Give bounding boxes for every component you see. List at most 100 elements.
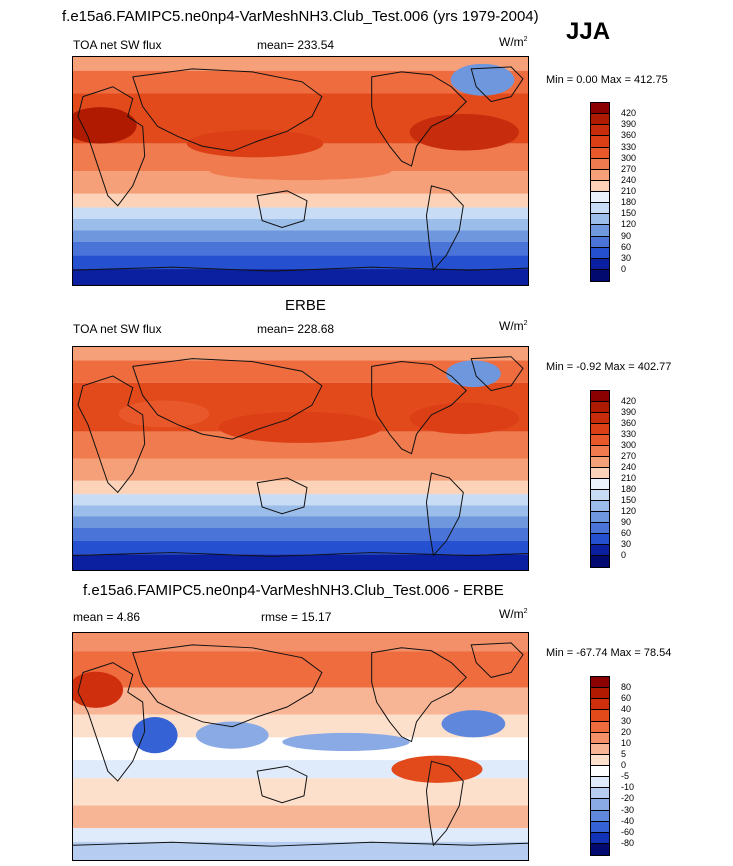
contour-band — [73, 633, 528, 652]
colorbar-swatch — [591, 721, 609, 733]
coastline — [425, 472, 464, 557]
colorbar-swatch — [591, 413, 609, 424]
colorbar-swatch — [591, 490, 609, 501]
colorbar-tick-label: 180 — [621, 197, 637, 208]
coastline — [371, 71, 467, 167]
panel3-colorbar — [590, 676, 610, 856]
colorbar-swatch — [591, 402, 609, 413]
contour-band — [73, 541, 528, 555]
contour-region — [441, 710, 506, 738]
colorbar-swatch — [591, 269, 609, 281]
coastline — [425, 185, 464, 272]
panel2-minmax: Min = -0.92 Max = 402.77 — [546, 361, 672, 373]
colorbar-swatch — [591, 136, 609, 148]
contour-band — [73, 57, 528, 71]
colorbar-tick-label: -20 — [621, 793, 635, 804]
contour-region — [132, 716, 178, 754]
colorbar-swatch — [591, 247, 609, 259]
colorbar-tick-label: 240 — [621, 462, 637, 472]
contour-band — [73, 554, 528, 570]
contour-region — [73, 671, 124, 708]
panel1-center-label: mean= 233.54 — [257, 38, 335, 52]
coastline — [132, 68, 323, 152]
colorbar-swatch — [591, 843, 609, 855]
panel2-header: ERBE — [285, 297, 326, 314]
season-label: JJA — [566, 18, 611, 45]
coastline — [73, 266, 528, 272]
colorbar-swatch — [591, 435, 609, 446]
colorbar-tick-label: 360 — [621, 418, 637, 428]
colorbar-tick-label: -10 — [621, 782, 635, 793]
contour-region — [409, 402, 519, 434]
colorbar-swatch — [591, 743, 609, 755]
contour-region — [73, 107, 137, 144]
contour-band — [73, 527, 528, 542]
panel3-units: W/m2 — [499, 607, 528, 621]
colorbar-tick-label: 30 — [621, 539, 632, 549]
colorbar-swatch — [591, 556, 609, 567]
contour-region — [409, 114, 519, 151]
colorbar-tick-label: 330 — [621, 429, 637, 439]
colorbar-tick-label: 420 — [621, 108, 637, 119]
colorbar-swatch — [591, 534, 609, 545]
colorbar-tick-label: 150 — [621, 208, 637, 219]
colorbar-tick-label: 5 — [621, 748, 627, 759]
coastline — [132, 644, 323, 728]
colorbar-swatch — [591, 810, 609, 822]
contour-band — [73, 241, 528, 256]
colorbar-swatch — [591, 479, 609, 490]
colorbar-tick-label: 20 — [621, 726, 632, 737]
coastline — [73, 841, 528, 847]
contour-band — [73, 230, 528, 242]
colorbar-swatch — [591, 699, 609, 711]
colorbar-swatch — [591, 236, 609, 248]
colorbar-swatch — [591, 258, 609, 270]
colorbar-swatch — [591, 788, 609, 800]
colorbar-tick-label: 120 — [621, 219, 637, 230]
coastline — [256, 477, 308, 515]
colorbar-tick-label: 270 — [621, 163, 637, 174]
colorbar-swatch — [591, 424, 609, 435]
coastline — [371, 647, 467, 743]
colorbar-tick-label: 90 — [621, 230, 632, 241]
contour-band — [73, 516, 528, 528]
colorbar-tick-label: 390 — [621, 407, 637, 417]
colorbar-tick-label: -40 — [621, 815, 635, 826]
coastline — [132, 358, 323, 440]
contour-region — [195, 721, 269, 749]
panel1-colorbar — [590, 102, 610, 282]
colorbar-tick-label: 90 — [621, 517, 632, 527]
colorbar-tick-label: 30 — [621, 252, 632, 263]
contour-band — [73, 737, 528, 761]
contour-region — [282, 732, 410, 752]
colorbar-swatch — [591, 468, 609, 479]
colorbar-swatch — [591, 766, 609, 778]
contour-region — [218, 411, 383, 443]
coastline — [256, 190, 308, 229]
colorbar-tick-label: 180 — [621, 484, 637, 494]
colorbar-swatch — [591, 169, 609, 181]
coastline — [77, 86, 146, 207]
colorbar-swatch — [591, 203, 609, 215]
colorbar-swatch — [591, 114, 609, 126]
contour-band — [73, 805, 528, 829]
panel2-colorbar — [590, 390, 610, 568]
contour-band — [73, 458, 528, 481]
colorbar-swatch — [591, 832, 609, 844]
panel2-left-label: TOA net SW flux — [73, 322, 162, 336]
panel1-colorbar-ticks: 420 390 360 330 300 270 240 210 180 150 120 90 60 30 0 — [621, 102, 651, 282]
colorbar-tick-label: 330 — [621, 141, 637, 152]
contour-band — [73, 778, 528, 806]
colorbar-swatch — [591, 103, 609, 115]
panel2-colorbar-ticks: 420 390 360 330 300 270 240 210 180 150 120 90 60 30 0 — [621, 390, 651, 568]
panel3-colorbar-ticks: 80 60 40 30 20 10 5 0 -5 -10 -20 -30 -40 -60 -80 — [621, 676, 651, 856]
panel3-minmax: Min = -67.74 Max = 78.54 — [546, 647, 672, 659]
coastline — [371, 361, 467, 455]
panel3-left-label: mean = 4.86 — [73, 610, 141, 624]
contour-band — [73, 255, 528, 270]
colorbar-swatch — [591, 512, 609, 523]
contour-band — [73, 828, 528, 842]
colorbar-swatch — [591, 545, 609, 556]
panel3-center-label: rmse = 15.17 — [261, 610, 332, 624]
contour-region — [118, 400, 210, 428]
